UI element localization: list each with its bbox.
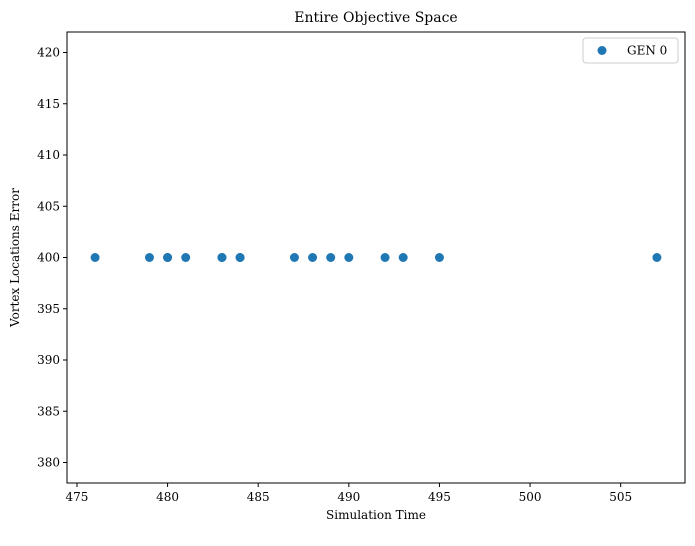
x-tick-label: 485 [247, 490, 270, 504]
y-axis-label: Vortex Locations Error [8, 188, 22, 328]
data-point [289, 253, 299, 262]
data-point [235, 253, 245, 262]
data-point [144, 253, 154, 262]
data-point [217, 253, 227, 262]
x-tick-label: 495 [428, 490, 451, 504]
y-tick-label: 410 [37, 148, 60, 162]
y-tick-label: 395 [37, 302, 60, 316]
y-tick-label: 380 [37, 456, 60, 470]
data-point [90, 253, 100, 262]
x-tick-label: 500 [519, 490, 542, 504]
legend-box [582, 37, 679, 64]
x-axis: 475 480 485 490 495 500 505 [66, 483, 632, 504]
data-point [398, 253, 408, 262]
y-tick-label: 415 [37, 97, 60, 111]
legend-marker [597, 46, 607, 55]
legend-label: GEN 0 [627, 44, 667, 58]
data-point [326, 253, 336, 262]
y-axis: 380 385 390 395 400 405 410 415 420 [37, 46, 67, 470]
data-point [434, 253, 444, 262]
y-tick-label: 385 [37, 404, 60, 418]
x-tick-label: 505 [609, 490, 632, 504]
x-tick-label: 475 [66, 490, 89, 504]
x-axis-label: Simulation Time [326, 508, 426, 522]
y-tick-label: 390 [37, 353, 60, 367]
y-tick-label: 420 [37, 46, 60, 60]
legend: GEN 0 [582, 37, 679, 64]
data-point [652, 253, 662, 262]
plot-area [90, 253, 662, 262]
x-tick-label: 490 [337, 490, 360, 504]
data-point [308, 253, 318, 262]
data-point [163, 253, 173, 262]
data-point [380, 253, 390, 262]
chart-title: Entire Objective Space [294, 10, 457, 26]
y-tick-label: 405 [37, 199, 60, 213]
y-tick-label: 400 [37, 251, 60, 265]
x-tick-label: 480 [156, 490, 179, 504]
data-point [344, 253, 354, 262]
data-point [181, 253, 191, 262]
